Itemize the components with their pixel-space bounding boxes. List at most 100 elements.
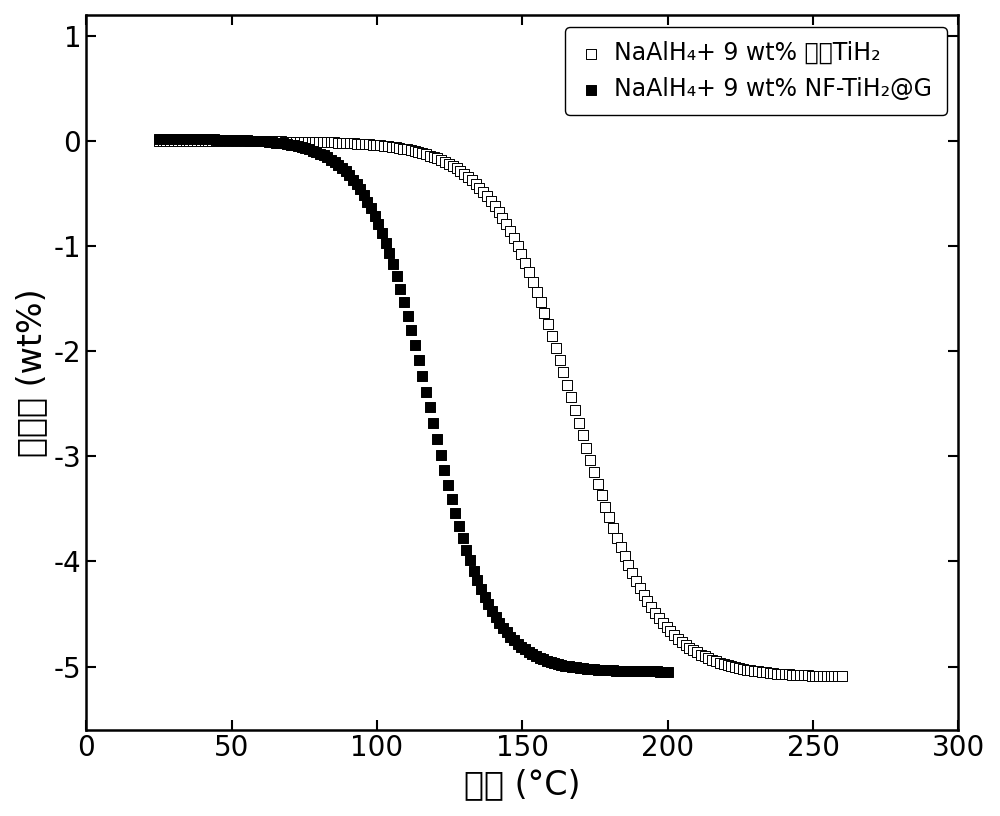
NaAlH₄+ 9 wt% NF-TiH₂@G (176, 133, 192, 146)
NaAlH₄+ 9 wt% 商丞TiH₂ (620, 558, 636, 571)
NaAlH₄+ 9 wt% NF-TiH₂@G (264, 135, 280, 149)
NaAlH₄+ 9 wt% 商丞TiH₂ (784, 668, 800, 681)
NaAlH₄+ 9 wt% NF-TiH₂@G (517, 643, 533, 656)
NaAlH₄+ 9 wt% NF-TiH₂@G (341, 169, 357, 182)
NaAlH₄+ 9 wt% NF-TiH₂@G (466, 564, 482, 577)
NaAlH₄+ 9 wt% NF-TiH₂@G (378, 236, 394, 249)
NaAlH₄+ 9 wt% 商丞TiH₂ (372, 139, 388, 152)
NaAlH₄+ 9 wt% 商丞TiH₂ (365, 138, 381, 151)
NaAlH₄+ 9 wt% 商丞TiH₂ (380, 140, 396, 153)
NaAlH₄+ 9 wt% NF-TiH₂@G (239, 134, 255, 147)
NaAlH₄+ 9 wt% 商丞TiH₂ (834, 670, 850, 683)
NaAlH₄+ 9 wt% NF-TiH₂@G (422, 401, 438, 414)
NaAlH₄+ 9 wt% NF-TiH₂@G (634, 665, 650, 678)
NaAlH₄+ 9 wt% NF-TiH₂@G (553, 659, 569, 672)
NaAlH₄+ 9 wt% 商丞TiH₂ (304, 135, 320, 149)
NaAlH₄+ 9 wt% 商丞TiH₂ (227, 135, 243, 148)
Y-axis label: 放氢量 (wt%): 放氢量 (wt%) (15, 288, 48, 457)
NaAlH₄+ 9 wt% 商丞TiH₂ (158, 135, 174, 148)
NaAlH₄+ 9 wt% 商丞TiH₂ (555, 366, 571, 379)
NaAlH₄+ 9 wt% NF-TiH₂@G (575, 662, 591, 675)
NaAlH₄+ 9 wt% 商丞TiH₂ (678, 638, 694, 651)
NaAlH₄+ 9 wt% 商丞TiH₂ (525, 275, 541, 288)
NaAlH₄+ 9 wt% 商丞TiH₂ (494, 211, 510, 224)
NaAlH₄+ 9 wt% NF-TiH₂@G (491, 616, 507, 629)
NaAlH₄+ 9 wt% NF-TiH₂@G (561, 660, 577, 673)
NaAlH₄+ 9 wt% 商丞TiH₂ (307, 135, 323, 149)
NaAlH₄+ 9 wt% 商丞TiH₂ (617, 550, 633, 563)
NaAlH₄+ 9 wt% 商丞TiH₂ (647, 606, 663, 619)
NaAlH₄+ 9 wt% 商丞TiH₂ (281, 135, 297, 148)
NaAlH₄+ 9 wt% 商丞TiH₂ (284, 135, 300, 149)
NaAlH₄+ 9 wt% NF-TiH₂@G (407, 339, 423, 352)
NaAlH₄+ 9 wt% NF-TiH₂@G (447, 506, 463, 519)
NaAlH₄+ 9 wt% NF-TiH₂@G (217, 133, 233, 146)
NaAlH₄+ 9 wt% 商丞TiH₂ (819, 669, 835, 682)
NaAlH₄+ 9 wt% 商丞TiH₂ (727, 661, 743, 674)
NaAlH₄+ 9 wt% 商丞TiH₂ (571, 416, 587, 429)
NaAlH₄+ 9 wt% 商丞TiH₂ (410, 145, 426, 158)
NaAlH₄+ 9 wt% NF-TiH₂@G (261, 135, 277, 149)
NaAlH₄+ 9 wt% 商丞TiH₂ (601, 511, 617, 524)
NaAlH₄+ 9 wt% 商丞TiH₂ (155, 135, 171, 148)
NaAlH₄+ 9 wt% 商丞TiH₂ (750, 665, 766, 678)
NaAlH₄+ 9 wt% 商丞TiH₂ (742, 663, 758, 676)
NaAlH₄+ 9 wt% NF-TiH₂@G (535, 653, 551, 666)
NaAlH₄+ 9 wt% 商丞TiH₂ (567, 404, 583, 417)
NaAlH₄+ 9 wt% NF-TiH₂@G (367, 210, 383, 223)
NaAlH₄+ 9 wt% NF-TiH₂@G (510, 637, 526, 650)
NaAlH₄+ 9 wt% 商丞TiH₂ (273, 135, 289, 148)
NaAlH₄+ 9 wt% NF-TiH₂@G (297, 142, 313, 155)
NaAlH₄+ 9 wt% NF-TiH₂@G (206, 133, 222, 146)
NaAlH₄+ 9 wt% 商丞TiH₂ (788, 668, 804, 681)
NaAlH₄+ 9 wt% NF-TiH₂@G (469, 574, 485, 587)
NaAlH₄+ 9 wt% 商丞TiH₂ (613, 541, 629, 554)
NaAlH₄+ 9 wt% NF-TiH₂@G (495, 621, 511, 634)
NaAlH₄+ 9 wt% NF-TiH₂@G (579, 663, 595, 676)
NaAlH₄+ 9 wt% 商丞TiH₂ (582, 454, 598, 467)
NaAlH₄+ 9 wt% NF-TiH₂@G (275, 137, 291, 150)
NaAlH₄+ 9 wt% 商丞TiH₂ (704, 654, 720, 667)
NaAlH₄+ 9 wt% 商丞TiH₂ (624, 566, 640, 579)
NaAlH₄+ 9 wt% 商丞TiH₂ (315, 135, 331, 149)
NaAlH₄+ 9 wt% 商丞TiH₂ (796, 668, 812, 681)
NaAlH₄+ 9 wt% NF-TiH₂@G (619, 664, 635, 677)
NaAlH₄+ 9 wt% 商丞TiH₂ (483, 194, 499, 207)
NaAlH₄+ 9 wt% 商丞TiH₂ (388, 141, 404, 154)
NaAlH₄+ 9 wt% 商丞TiH₂ (731, 662, 747, 675)
NaAlH₄+ 9 wt% 商丞TiH₂ (689, 645, 705, 659)
NaAlH₄+ 9 wt% 商丞TiH₂ (506, 232, 522, 245)
NaAlH₄+ 9 wt% 商丞TiH₂ (189, 135, 205, 148)
NaAlH₄+ 9 wt% NF-TiH₂@G (257, 135, 273, 148)
NaAlH₄+ 9 wt% NF-TiH₂@G (557, 659, 573, 672)
NaAlH₄+ 9 wt% 商丞TiH₂ (391, 141, 407, 154)
NaAlH₄+ 9 wt% 商丞TiH₂ (685, 644, 701, 657)
NaAlH₄+ 9 wt% 商丞TiH₂ (353, 137, 369, 150)
NaAlH₄+ 9 wt% NF-TiH₂@G (623, 664, 639, 677)
NaAlH₄+ 9 wt% NF-TiH₂@G (338, 165, 354, 178)
NaAlH₄+ 9 wt% NF-TiH₂@G (499, 626, 515, 639)
NaAlH₄+ 9 wt% 商丞TiH₂ (468, 177, 484, 190)
NaAlH₄+ 9 wt% 商丞TiH₂ (216, 135, 232, 148)
NaAlH₄+ 9 wt% 商丞TiH₂ (739, 663, 755, 676)
NaAlH₄+ 9 wt% 商丞TiH₂ (498, 218, 514, 231)
NaAlH₄+ 9 wt% NF-TiH₂@G (162, 132, 178, 145)
NaAlH₄+ 9 wt% 商丞TiH₂ (300, 135, 316, 149)
NaAlH₄+ 9 wt% 商丞TiH₂ (781, 667, 797, 681)
NaAlH₄+ 9 wt% 商丞TiH₂ (662, 625, 678, 638)
NaAlH₄+ 9 wt% 商丞TiH₂ (491, 206, 507, 219)
NaAlH₄+ 9 wt% 商丞TiH₂ (357, 138, 373, 151)
NaAlH₄+ 9 wt% 商丞TiH₂ (540, 318, 556, 331)
NaAlH₄+ 9 wt% 商丞TiH₂ (265, 135, 281, 148)
NaAlH₄+ 9 wt% NF-TiH₂@G (440, 478, 456, 491)
NaAlH₄+ 9 wt% 商丞TiH₂ (220, 135, 236, 148)
NaAlH₄+ 9 wt% 商丞TiH₂ (670, 632, 686, 645)
NaAlH₄+ 9 wt% NF-TiH₂@G (484, 605, 500, 618)
NaAlH₄+ 9 wt% NF-TiH₂@G (583, 663, 599, 676)
NaAlH₄+ 9 wt% NF-TiH₂@G (597, 663, 613, 676)
NaAlH₄+ 9 wt% NF-TiH₂@G (363, 202, 379, 215)
NaAlH₄+ 9 wt% NF-TiH₂@G (436, 463, 452, 477)
NaAlH₄+ 9 wt% 商丞TiH₂ (250, 135, 266, 148)
NaAlH₄+ 9 wt% 商丞TiH₂ (414, 147, 430, 160)
NaAlH₄+ 9 wt% 商丞TiH₂ (338, 136, 354, 149)
